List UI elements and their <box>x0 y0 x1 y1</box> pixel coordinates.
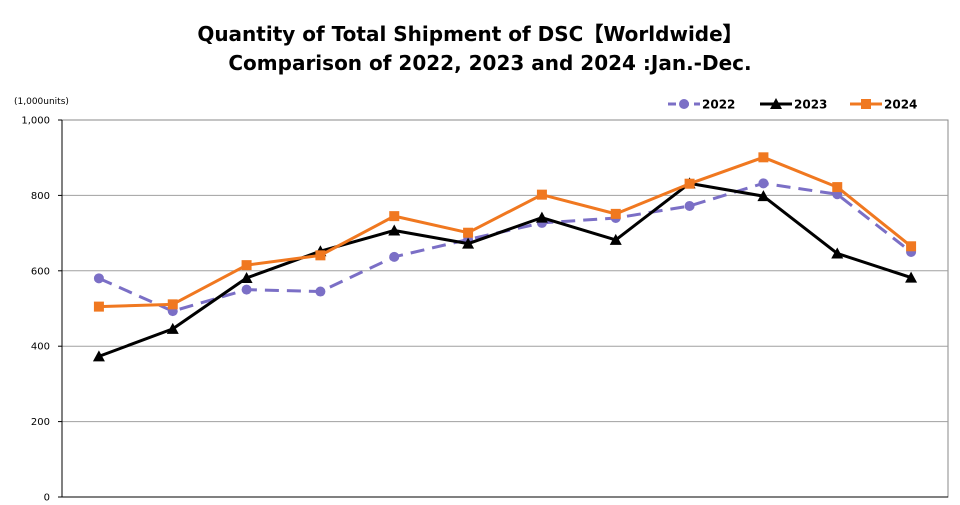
data-point-2024 <box>832 182 843 193</box>
data-point-2024 <box>389 211 400 222</box>
y-tick-label: 600 <box>31 266 50 277</box>
legend-label-2022: 2022 <box>702 98 735 112</box>
series-line-2023 <box>98 181 912 358</box>
data-point-2022 <box>684 200 695 211</box>
data-point-2024 <box>758 152 769 163</box>
data-point-2024 <box>463 227 474 238</box>
data-point-2024 <box>684 178 695 189</box>
data-point-2023 <box>831 247 844 259</box>
data-point-2024 <box>167 299 178 310</box>
data-point-2024 <box>906 241 917 252</box>
data-point-2023 <box>757 190 770 202</box>
data-point-2024 <box>241 260 252 271</box>
data-point-2023 <box>905 271 918 283</box>
legend-marker-2023 <box>770 98 782 109</box>
data-point-2023 <box>388 224 401 236</box>
series-line-2024 <box>98 155 913 309</box>
data-point-2023 <box>609 233 622 245</box>
legend-marker-2024 <box>861 99 871 109</box>
chart-subtitle: Comparison of 2022, 2023 and 2024 :Jan.-… <box>228 51 752 75</box>
y-tick-label: 1,000 <box>21 116 50 127</box>
legend-label-2024: 2024 <box>884 98 917 112</box>
y-tick-label: 800 <box>31 191 50 202</box>
data-point-2024 <box>93 301 104 312</box>
legend-label-2023: 2023 <box>794 98 827 112</box>
data-point-2023 <box>92 350 105 362</box>
data-point-2022 <box>315 286 326 297</box>
data-point-2024 <box>315 250 326 261</box>
y-tick-label: 200 <box>31 417 50 428</box>
data-point-2023 <box>240 271 253 283</box>
data-point-2023 <box>535 211 548 223</box>
data-point-2023 <box>462 237 475 249</box>
y-axis-unit-label: (1,000units) <box>14 97 69 107</box>
chart-title: Quantity of Total Shipment of DSC【Worldw… <box>197 22 743 46</box>
y-tick-label: 0 <box>44 493 50 504</box>
legend-marker-2022 <box>679 99 689 109</box>
plot-area <box>61 119 949 498</box>
data-point-2022 <box>241 284 252 295</box>
data-point-2024 <box>610 208 621 219</box>
data-point-2022 <box>389 251 400 262</box>
data-point-2024 <box>536 189 547 200</box>
data-point-2022 <box>93 273 104 284</box>
y-tick-label: 400 <box>31 342 50 353</box>
data-point-2022 <box>758 178 769 189</box>
data-point-2023 <box>166 322 179 334</box>
